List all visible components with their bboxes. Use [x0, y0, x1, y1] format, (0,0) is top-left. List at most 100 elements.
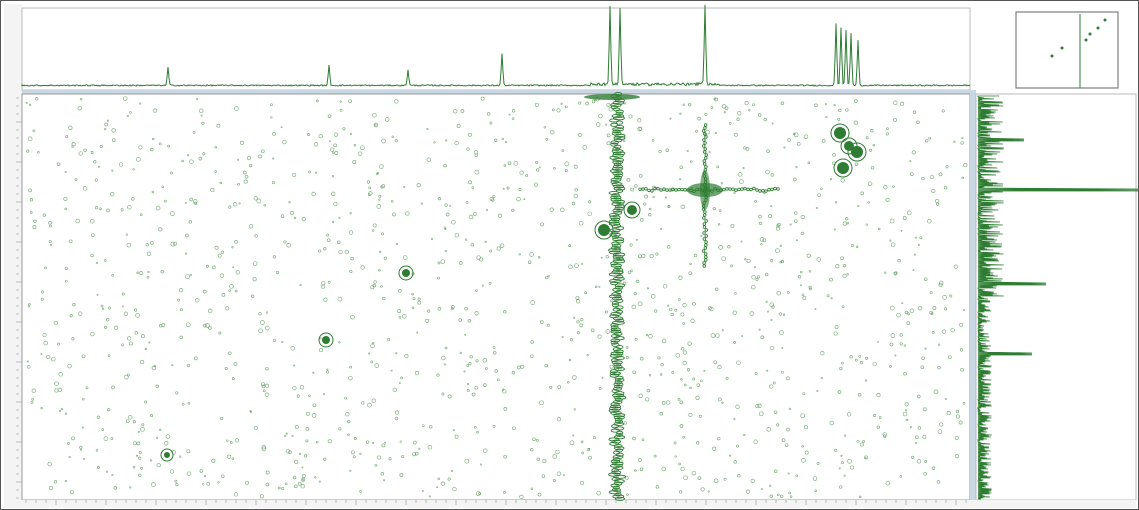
noise-contour	[769, 302, 774, 307]
noise-contour	[941, 329, 947, 334]
noise-contour	[808, 285, 812, 289]
noise-contour	[378, 269, 381, 272]
noise-contour	[111, 138, 116, 142]
cross-contour	[674, 188, 678, 192]
noise-contour	[68, 455, 71, 459]
noise-contour	[397, 309, 402, 314]
noise-contour	[716, 165, 720, 169]
noise-contour	[885, 481, 891, 486]
noise-contour	[496, 246, 501, 251]
noise-contour	[834, 324, 839, 329]
noise-contour	[766, 369, 769, 372]
streak-contour	[610, 168, 622, 174]
streak-contour	[615, 188, 624, 193]
noise-contour	[770, 318, 773, 321]
noise-contour	[444, 346, 448, 350]
noise-contour	[762, 238, 767, 243]
noise-contour	[634, 184, 638, 188]
noise-contour	[399, 473, 404, 477]
noise-contour	[698, 414, 703, 418]
streak-contour	[614, 133, 626, 138]
noise-contour	[587, 211, 592, 216]
noise-contour	[252, 261, 258, 266]
noise-contour	[652, 195, 655, 199]
cross-contour	[704, 252, 708, 256]
noise-contour	[272, 255, 277, 259]
cross-contour	[752, 186, 756, 191]
noise-contour	[503, 164, 507, 167]
noise-contour	[357, 151, 363, 156]
streak-contour	[611, 230, 619, 235]
noise-contour	[450, 305, 455, 309]
noise-contour	[917, 243, 920, 246]
noise-contour	[530, 340, 534, 344]
noise-contour	[648, 213, 652, 217]
noise-contour	[946, 411, 951, 416]
noise-contour	[421, 489, 424, 493]
noise-contour	[740, 240, 743, 243]
noise-contour	[753, 439, 758, 445]
noise-contour	[326, 233, 330, 237]
noise-contour	[206, 481, 211, 486]
streak-contour	[615, 111, 623, 116]
noise-contour	[884, 271, 887, 274]
noise-contour	[359, 452, 362, 456]
noise-contour	[638, 173, 643, 178]
noise-contour	[571, 201, 576, 206]
noise-contour	[272, 157, 275, 160]
cross-contour	[641, 187, 645, 191]
noise-contour	[234, 438, 240, 443]
noise-contour	[743, 433, 746, 437]
noise-contour	[118, 162, 124, 167]
noise-contour	[153, 364, 156, 368]
noise-contour	[394, 410, 400, 415]
noise-contour	[185, 274, 190, 280]
noise-contour	[26, 364, 31, 369]
noise-contour	[398, 382, 401, 385]
noise-contour	[42, 213, 47, 217]
noise-contour	[922, 434, 927, 439]
noise-contour	[659, 373, 663, 376]
noise-contour	[720, 181, 724, 185]
noise-contour	[158, 142, 162, 146]
noise-contour	[661, 466, 666, 472]
noise-contour	[717, 397, 722, 402]
cross-contour	[647, 188, 651, 193]
noise-contour	[387, 338, 391, 342]
noise-contour	[265, 482, 270, 487]
noise-contour	[605, 310, 608, 314]
noise-contour	[695, 395, 700, 400]
noise-contour	[121, 292, 125, 296]
noise-contour	[733, 132, 738, 137]
noise-contour	[840, 178, 845, 183]
noise-contour	[81, 354, 86, 359]
noise-contour	[900, 229, 903, 232]
noise-contour	[134, 331, 139, 335]
noise-contour	[513, 161, 519, 166]
noise-contour	[872, 143, 876, 147]
noise-contour	[144, 347, 148, 351]
noise-contour	[518, 187, 522, 192]
noise-contour	[149, 459, 153, 462]
noise-contour	[959, 348, 964, 352]
noise-contour	[532, 437, 536, 441]
noise-contour	[754, 372, 758, 376]
noise-contour	[802, 392, 806, 396]
noise-contour	[202, 152, 206, 156]
noise-contour	[692, 301, 696, 306]
noise-contour	[235, 270, 240, 275]
noise-contour	[745, 489, 750, 494]
noise-contour	[746, 258, 751, 263]
noise-contour	[224, 366, 228, 371]
noise-contour	[936, 202, 940, 206]
noise-contour	[817, 193, 821, 198]
noise-contour	[123, 311, 129, 316]
noise-contour	[303, 454, 308, 458]
peak-contour	[160, 448, 174, 462]
noise-contour	[730, 264, 734, 268]
noise-contour	[723, 111, 726, 114]
noise-contour	[502, 490, 506, 494]
noise-contour	[90, 331, 95, 337]
noise-contour	[962, 402, 966, 405]
